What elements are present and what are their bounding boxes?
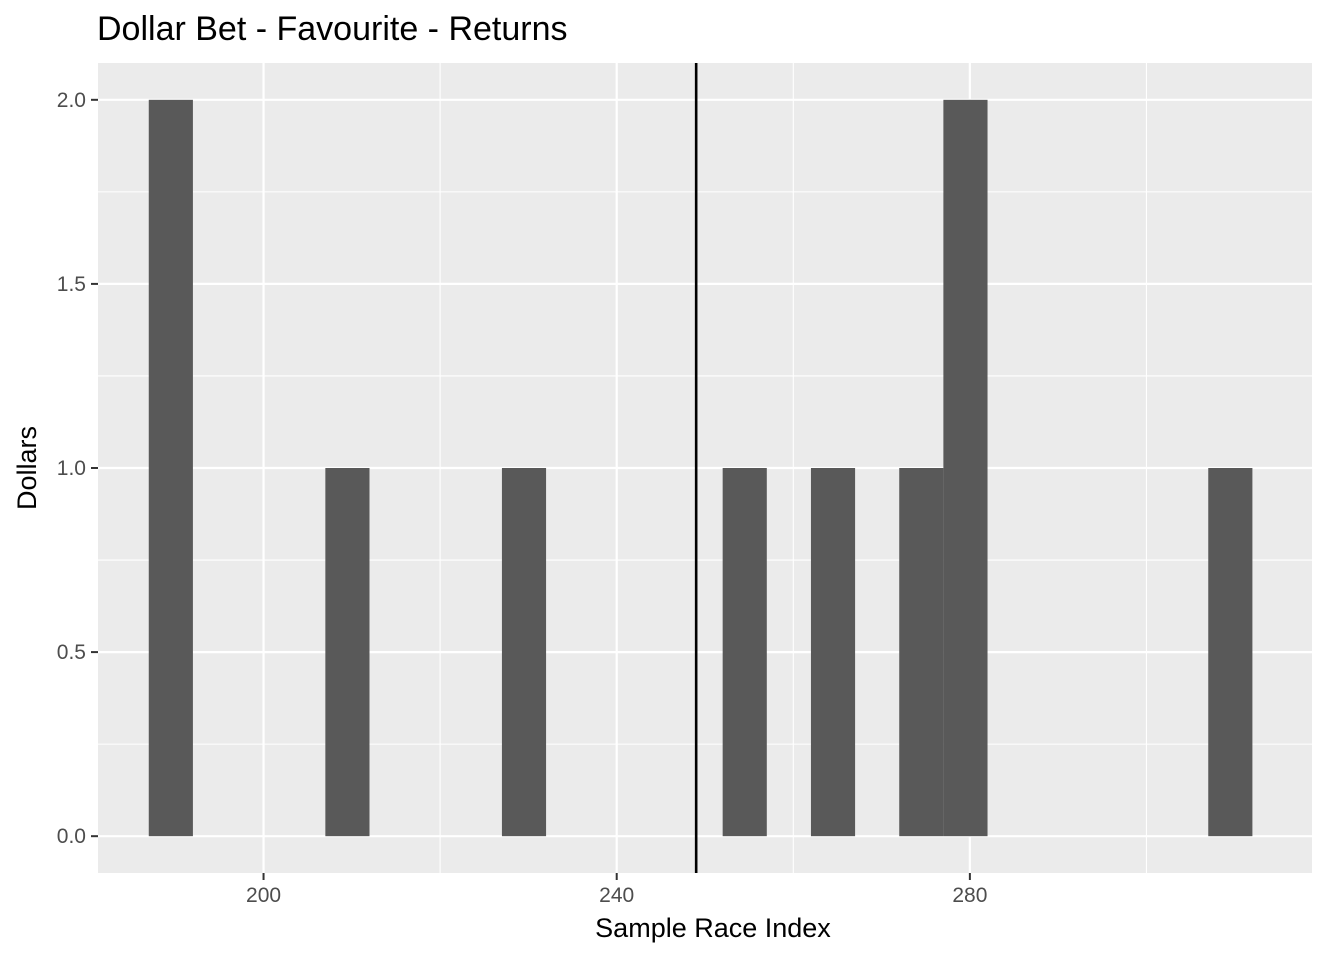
y-tick-label: 1.5	[57, 273, 86, 296]
bar	[899, 468, 944, 837]
x-tick-label: 280	[952, 884, 987, 907]
y-tick-label: 2.0	[57, 89, 86, 112]
bar	[722, 468, 767, 837]
y-axis-title: Dollars	[12, 426, 42, 510]
x-tick-label: 200	[246, 884, 281, 907]
bar	[325, 468, 370, 837]
x-axis: 200 240 280	[246, 873, 987, 907]
bar	[1208, 468, 1253, 837]
bar	[148, 99, 193, 837]
y-tick-label: 0.0	[57, 825, 86, 848]
bar	[943, 99, 988, 837]
bars-group	[148, 99, 1253, 837]
y-tick-label: 1.0	[57, 457, 86, 480]
y-axis: 0.0 0.5 1.0 1.5 2.0	[57, 89, 98, 848]
x-axis-title: Sample Race Index	[595, 913, 831, 943]
bar	[501, 468, 547, 837]
chart-title: Dollar Bet - Favourite - Returns	[97, 10, 568, 48]
bar	[810, 468, 856, 837]
y-tick-label: 0.5	[57, 641, 86, 664]
x-tick-label: 240	[599, 884, 634, 907]
